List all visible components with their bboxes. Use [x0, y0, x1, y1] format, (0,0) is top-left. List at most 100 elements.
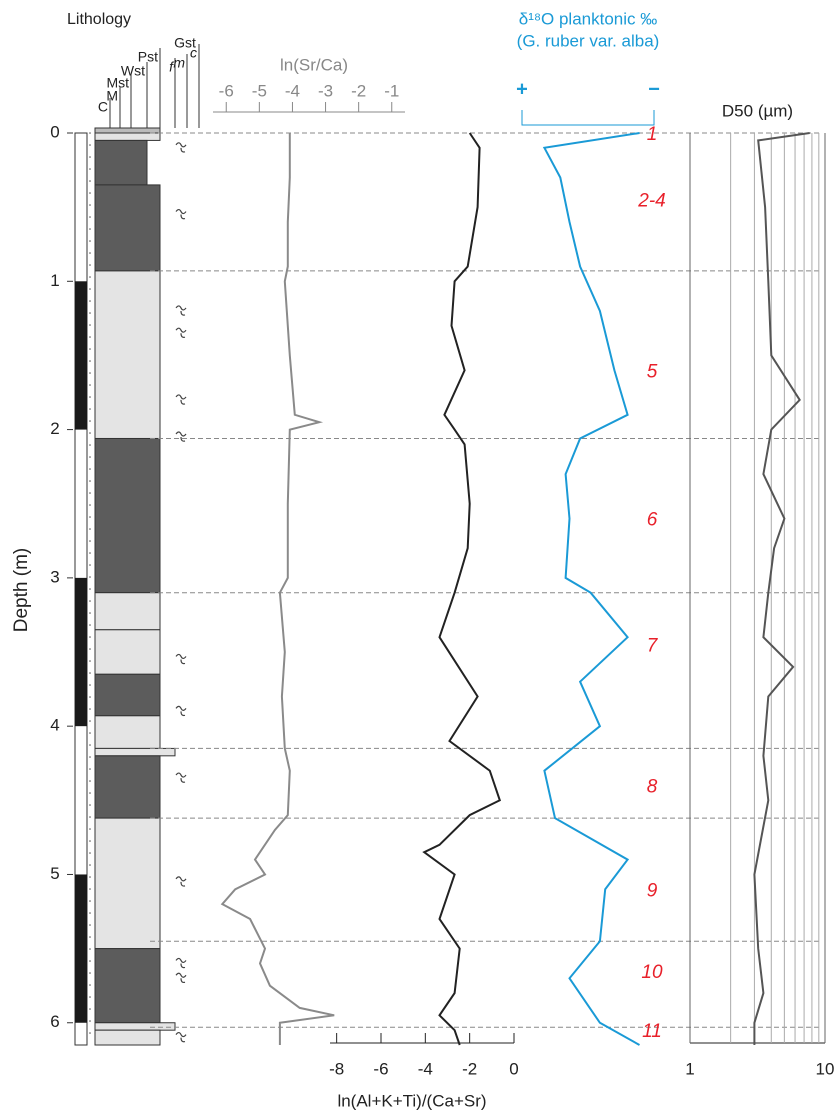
bioturbation-symbol [175, 327, 187, 338]
depth-dot [89, 528, 91, 530]
depth-dot [89, 240, 91, 242]
data-line [753, 132, 810, 1045]
texture-label: M [106, 88, 118, 104]
depth-dot [89, 264, 91, 266]
data-line [422, 132, 502, 1046]
texture-label: Pst [138, 49, 158, 65]
depth-dot [89, 156, 91, 158]
depth-dot [89, 1008, 91, 1010]
y-tick-label: 3 [50, 567, 59, 586]
x-tick-label: + [516, 78, 528, 100]
depth-dot [89, 372, 91, 374]
depth-dot [89, 696, 91, 698]
lithology-layer [94, 629, 161, 675]
x-axis-label: ln(Al+K+Ti)/(Ca+Sr) [337, 1091, 486, 1110]
depth-dot [89, 792, 91, 794]
x-tick-label: -2 [462, 1059, 477, 1078]
lithology-layer [94, 715, 161, 749]
depth-dot [89, 960, 91, 962]
depth-dot [89, 396, 91, 398]
depth-dot [89, 552, 91, 554]
depth-dot [89, 612, 91, 614]
x-tick-label: -6 [219, 81, 234, 100]
lithology-layer [94, 948, 161, 1024]
panel-title: δ¹⁸O planktonic ‰ [519, 9, 658, 28]
depth-dot [89, 912, 91, 914]
texture-label: m [173, 55, 185, 71]
lithology-layer [94, 184, 161, 272]
depth-dot [89, 732, 91, 734]
polarity-interval [75, 874, 87, 1023]
x-tick-label: 0 [509, 1059, 518, 1078]
depth-dot [89, 588, 91, 590]
data-line [542, 132, 640, 1046]
lithology-layer [94, 592, 161, 631]
stage-label: 9 [647, 880, 658, 901]
y-axis-label: Depth (m) [11, 548, 32, 632]
depth-dot [89, 420, 91, 422]
stage-label: 1 [647, 124, 658, 145]
depth-dot [89, 492, 91, 494]
depth-dot [89, 744, 91, 746]
depth-dot [89, 1020, 91, 1022]
stage-label: 11 [642, 1021, 662, 1042]
x-tick-label: -6 [373, 1059, 388, 1078]
depth-dot [89, 648, 91, 650]
depth-dot [89, 972, 91, 974]
depth-dot [89, 444, 91, 446]
depth-dot [89, 132, 91, 134]
y-tick-label: 5 [50, 864, 59, 883]
depth-dot [89, 624, 91, 626]
depth-dot [89, 936, 91, 938]
lithology-layer [94, 270, 161, 439]
depth-dot [89, 600, 91, 602]
bioturbation-symbol [175, 431, 187, 442]
depth-dot [89, 756, 91, 758]
depth-dot [89, 636, 91, 638]
texture-group-label: Gst [174, 35, 196, 51]
x-tick-label: -4 [285, 81, 300, 100]
depth-dot [89, 324, 91, 326]
depth-dot [89, 840, 91, 842]
data-line [220, 133, 335, 1045]
lithology-layer [94, 437, 161, 594]
depth-dot [89, 852, 91, 854]
x-tick-label: -5 [252, 81, 267, 100]
depth-dot [89, 948, 91, 950]
x-tick-label: -2 [351, 81, 366, 100]
lithology-layer [94, 1022, 176, 1031]
depth-dot [89, 408, 91, 410]
lithology-layer [94, 139, 148, 186]
depth-dot [89, 204, 91, 206]
x-tick-label: 10 [816, 1059, 835, 1078]
depth-dot [89, 708, 91, 710]
depth-dot [89, 780, 91, 782]
depth-dot [89, 924, 91, 926]
depth-dot [89, 216, 91, 218]
texture-label: Mst [106, 75, 129, 91]
polarity-interval [75, 281, 87, 430]
depth-dot [89, 504, 91, 506]
depth-dot [89, 468, 91, 470]
depth-dot [89, 1032, 91, 1034]
bioturbation-symbol [175, 305, 187, 316]
depth-dot [89, 672, 91, 674]
depth-dot [89, 516, 91, 518]
lithology-layer [94, 817, 161, 950]
depth-dot [89, 192, 91, 194]
depth-dot [89, 564, 91, 566]
depth-dot [89, 864, 91, 866]
depth-dot [89, 384, 91, 386]
depth-dot [89, 228, 91, 230]
texture-label: c [190, 45, 197, 61]
lithology-layer [94, 673, 161, 717]
texture-label: Wst [121, 63, 145, 79]
depth-dot [89, 576, 91, 578]
y-tick-label: 0 [50, 122, 59, 141]
depth-dot [89, 168, 91, 170]
depth-dot [89, 144, 91, 146]
depth-dot [89, 540, 91, 542]
depth-dot [89, 276, 91, 278]
x-tick-label: -8 [329, 1059, 344, 1078]
